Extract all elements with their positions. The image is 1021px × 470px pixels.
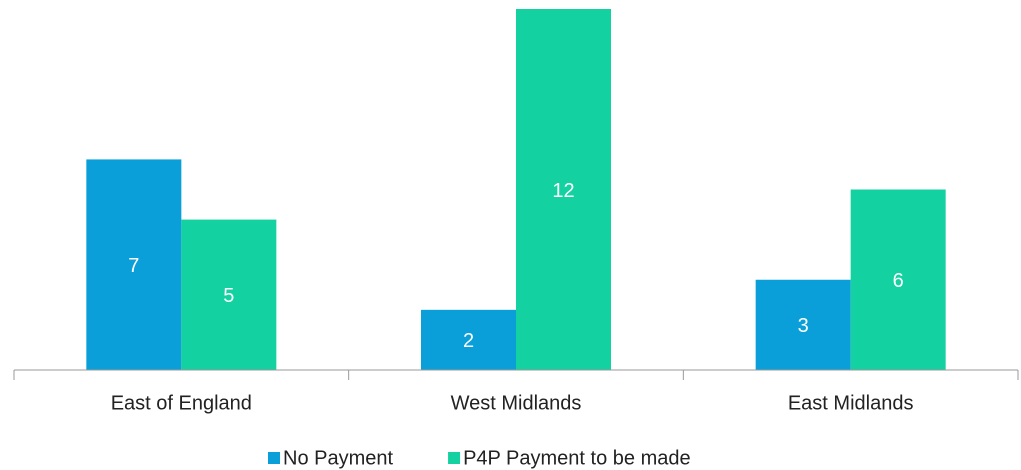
x-tick-label: West Midlands — [451, 392, 582, 414]
bar — [850, 189, 946, 370]
value-label: 12 — [552, 180, 574, 202]
value-label: 6 — [893, 270, 904, 292]
legend-label: No Payment — [283, 447, 393, 469]
value-label: 5 — [223, 285, 234, 307]
bar — [86, 159, 182, 370]
bar — [755, 279, 851, 370]
x-tick-label: East of England — [111, 392, 252, 414]
x-tick-label: East Midlands — [788, 392, 914, 414]
legend-swatch — [448, 452, 461, 464]
value-label: 3 — [798, 315, 809, 337]
bar — [181, 219, 277, 370]
bar — [421, 309, 516, 370]
value-label: 7 — [128, 255, 139, 277]
legend-swatch — [268, 452, 280, 464]
legend-label: P4P Payment to be made — [463, 447, 691, 469]
value-label: 2 — [463, 330, 474, 352]
bar — [516, 9, 611, 370]
